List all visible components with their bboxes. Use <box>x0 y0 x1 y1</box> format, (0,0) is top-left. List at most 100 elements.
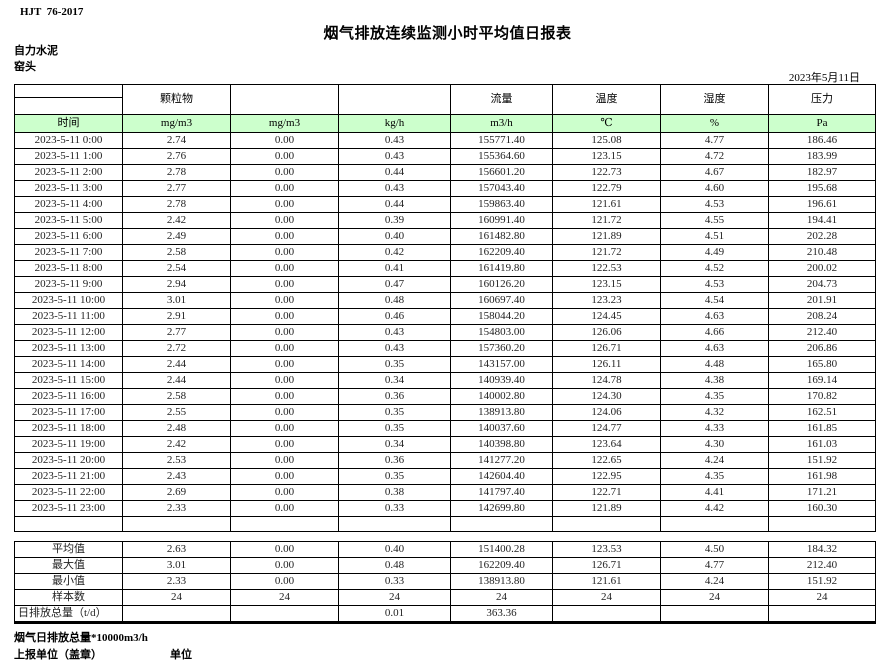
unit-kgh: kg/h <box>338 114 451 133</box>
company-name: 自力水泥 <box>14 45 58 57</box>
cell: 0.00 <box>230 132 339 149</box>
hourly-row: 2023-5-11 16:00 2.58 0.00 0.36 140002.80 124.… <box>14 388 876 405</box>
summary-row: 平均值 2.63 0.00 0.40 151400.28 123.53 4.50 184.32 <box>14 541 876 558</box>
cell: 151.92 <box>768 573 876 590</box>
cell: 2.94 <box>122 276 231 293</box>
cell: 157360.20 <box>450 340 553 357</box>
cell: 2023-5-11 15:00 <box>14 372 123 389</box>
cell: 122.71 <box>552 484 661 501</box>
hourly-row: 2023-5-11 10:00 3.01 0.00 0.48 160697.40 123.… <box>14 292 876 309</box>
header-blank-top <box>14 84 123 98</box>
hourly-row: 2023-5-11 6:00 2.49 0.00 0.40 161482.80 121.8… <box>14 228 876 245</box>
emission-total-note: 烟气日排放总量*10000m3/h <box>14 632 148 644</box>
cell: 4.72 <box>660 148 769 165</box>
cell: 4.51 <box>660 228 769 245</box>
cell: 2.53 <box>122 452 231 469</box>
cell: 155364.60 <box>450 148 553 165</box>
cell: 0.35 <box>338 404 451 421</box>
cell: 0.41 <box>338 260 451 277</box>
cell: 3.01 <box>122 292 231 309</box>
cell <box>552 516 661 532</box>
cell: 2023-5-11 11:00 <box>14 308 123 325</box>
cell: 122.65 <box>552 452 661 469</box>
cell: 122.53 <box>552 260 661 277</box>
cell <box>230 605 339 623</box>
cell: 160991.40 <box>450 212 553 229</box>
cell: 200.02 <box>768 260 876 277</box>
hourly-row: 2023-5-11 19:00 2.42 0.00 0.34 140398.80 123.… <box>14 436 876 453</box>
cell: 0.00 <box>230 420 339 437</box>
cell: 151400.28 <box>450 541 553 558</box>
cell: 0.35 <box>338 420 451 437</box>
cell: 0.42 <box>338 244 451 261</box>
hourly-row <box>14 516 876 532</box>
cell: 161.03 <box>768 436 876 453</box>
cell: 126.06 <box>552 324 661 341</box>
cell: 0.44 <box>338 164 451 181</box>
cell: 158044.20 <box>450 308 553 325</box>
cell: 2.74 <box>122 132 231 149</box>
cell: 162209.40 <box>450 244 553 261</box>
cell: 0.43 <box>338 180 451 197</box>
header-humidity: 湿度 <box>660 84 769 115</box>
cell: 2023-5-11 2:00 <box>14 164 123 181</box>
cell: 样本数 <box>14 589 123 606</box>
hourly-row: 2023-5-11 3:00 2.77 0.00 0.43 157043.40 122.7… <box>14 180 876 197</box>
cell: 2023-5-11 10:00 <box>14 292 123 309</box>
cell: 126.11 <box>552 356 661 373</box>
cell: 0.00 <box>230 372 339 389</box>
hourly-data-table: 颗粒物 流量 温度 湿度 压力 时间 mg/m3 mg/m3 kg/h m3/h… <box>14 84 876 532</box>
cell: 2023-5-11 1:00 <box>14 148 123 165</box>
cell: 151.92 <box>768 452 876 469</box>
cell: 4.77 <box>660 132 769 149</box>
cell: 4.66 <box>660 324 769 341</box>
cell: 2023-5-11 4:00 <box>14 196 123 213</box>
cell: 161.85 <box>768 420 876 437</box>
monitoring-point: 窑头 <box>14 61 36 73</box>
cell: 4.32 <box>660 404 769 421</box>
cell: 2.77 <box>122 180 231 197</box>
cell: 125.08 <box>552 132 661 149</box>
hourly-row: 2023-5-11 18:00 2.48 0.00 0.35 140037.60 124.… <box>14 420 876 437</box>
cell: 126.71 <box>552 340 661 357</box>
cell: 204.73 <box>768 276 876 293</box>
cell: 平均值 <box>14 541 123 558</box>
cell: 162209.40 <box>450 557 553 574</box>
report-date: 2023年5月11日 <box>788 72 860 84</box>
cell: 140037.60 <box>450 420 553 437</box>
cell: 0.48 <box>338 292 451 309</box>
cell: 2023-5-11 7:00 <box>14 244 123 261</box>
cell: 0.00 <box>230 164 339 181</box>
cell <box>660 516 769 532</box>
cell: 0.00 <box>230 404 339 421</box>
cell: 2023-5-11 14:00 <box>14 356 123 373</box>
cell: 212.40 <box>768 557 876 574</box>
cell: 124.45 <box>552 308 661 325</box>
cell: 186.46 <box>768 132 876 149</box>
cell: 124.78 <box>552 372 661 389</box>
cell: 2023-5-11 23:00 <box>14 500 123 517</box>
cell: 2.42 <box>122 212 231 229</box>
cell: 123.64 <box>552 436 661 453</box>
cell: 162.51 <box>768 404 876 421</box>
hourly-row: 2023-5-11 15:00 2.44 0.00 0.34 140939.40 124.… <box>14 372 876 389</box>
summary-row: 样本数 24 24 24 24 24 24 24 <box>14 589 876 606</box>
cell: 4.38 <box>660 372 769 389</box>
cell: 124.06 <box>552 404 661 421</box>
summary-row: 最大值 3.01 0.00 0.48 162209.40 126.71 4.77 212.40 <box>14 557 876 574</box>
cell: 2023-5-11 13:00 <box>14 340 123 357</box>
cell: 201.91 <box>768 292 876 309</box>
cell: 最大值 <box>14 557 123 574</box>
cell: 0.00 <box>230 468 339 485</box>
cell: 0.43 <box>338 324 451 341</box>
unit-particulate-mg: mg/m3 <box>122 114 231 133</box>
cell: 0.00 <box>230 228 339 245</box>
cell: 2.48 <box>122 420 231 437</box>
cell: 0.34 <box>338 372 451 389</box>
cell: 0.33 <box>338 573 451 590</box>
cell: 140398.80 <box>450 436 553 453</box>
cell: 124.30 <box>552 388 661 405</box>
cell: 159863.40 <box>450 196 553 213</box>
cell: 2.44 <box>122 356 231 373</box>
